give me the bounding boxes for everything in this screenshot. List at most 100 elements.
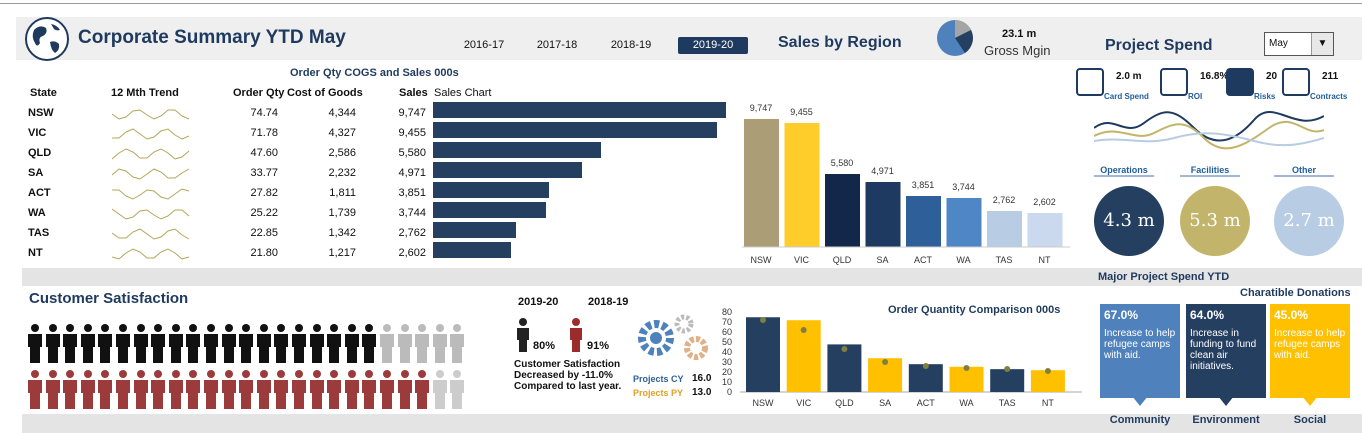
col-sales-chart: Sales Chart bbox=[434, 87, 492, 99]
year-tab-2019-20[interactable]: 2019-20 bbox=[678, 37, 748, 54]
spend-circle: 2.7 m bbox=[1274, 186, 1344, 256]
row-sales: 9,747 bbox=[398, 107, 426, 119]
row-order-qty: 71.78 bbox=[250, 127, 278, 139]
x-tick-label: WA bbox=[959, 398, 973, 408]
major-spend-title: Major Project Spend YTD bbox=[1098, 271, 1230, 283]
py-marker bbox=[963, 365, 970, 371]
project-spend-title: Project Spend bbox=[1105, 37, 1213, 54]
person-icon bbox=[151, 370, 166, 409]
row-cogs: 4,327 bbox=[328, 127, 356, 139]
donation-pct: 45.0% bbox=[1274, 308, 1309, 322]
x-tick-label: QLD bbox=[835, 398, 854, 408]
row-sales: 3,851 bbox=[398, 187, 426, 199]
person-icon bbox=[292, 324, 306, 363]
kpi-label: Card Spend bbox=[1104, 92, 1149, 101]
sales-bar bbox=[433, 122, 717, 138]
person-icon bbox=[450, 324, 465, 363]
bottom-divider bbox=[22, 414, 1362, 433]
x-tick-label: VIC bbox=[796, 398, 812, 408]
x-tick-label: ACT bbox=[917, 398, 936, 408]
row-sales: 2,602 bbox=[398, 247, 426, 259]
region-value: 2,602 bbox=[1033, 197, 1056, 207]
region-bar bbox=[946, 198, 982, 247]
sales-bar bbox=[433, 162, 582, 178]
row-cogs: 2,232 bbox=[328, 167, 356, 179]
gears-icon bbox=[638, 314, 708, 360]
person-icon bbox=[204, 324, 218, 363]
satisfaction-note: Customer Satisfaction Decreased by -11.0… bbox=[514, 359, 621, 392]
chevron-down-icon[interactable]: ▼ bbox=[1311, 33, 1333, 55]
person-icon bbox=[45, 370, 60, 409]
year-tab-2017-18[interactable]: 2017-18 bbox=[536, 39, 578, 51]
person-icon bbox=[327, 370, 342, 409]
year-tab-2016-17[interactable]: 2016-17 bbox=[463, 39, 505, 51]
card-pointer bbox=[1218, 396, 1234, 406]
gross-margin-label: Gross Mgin bbox=[984, 43, 1051, 58]
person-icon bbox=[292, 370, 306, 409]
row-state: WA bbox=[28, 207, 46, 219]
person-icon bbox=[28, 324, 42, 363]
sales-bar bbox=[433, 202, 546, 218]
region-bar bbox=[825, 174, 860, 247]
year-tab-2018-19[interactable]: 2018-19 bbox=[610, 39, 652, 51]
region-bar bbox=[784, 123, 820, 247]
py-pct: 91% bbox=[587, 340, 610, 352]
y-tick-label: 70 bbox=[722, 317, 732, 327]
region-label: ACT bbox=[914, 255, 933, 265]
person-icon bbox=[45, 324, 60, 363]
donation-label: Social bbox=[1293, 414, 1327, 426]
region-label: WA bbox=[956, 255, 970, 265]
row-sales: 2,762 bbox=[398, 227, 426, 239]
row-state: QLD bbox=[28, 147, 52, 159]
person-icon bbox=[151, 324, 166, 363]
region-value: 5,580 bbox=[831, 158, 854, 168]
py-marker bbox=[922, 363, 929, 369]
row-cogs: 1,811 bbox=[329, 187, 356, 199]
person-icon bbox=[186, 324, 201, 363]
region-value: 2,762 bbox=[993, 195, 1016, 205]
person-icon bbox=[28, 370, 42, 409]
row-cogs: 1,342 bbox=[328, 227, 356, 239]
region-value: 9,747 bbox=[750, 103, 773, 113]
person-icon bbox=[415, 370, 430, 409]
globe-icon bbox=[25, 17, 69, 61]
region-label: VIC bbox=[794, 255, 810, 265]
donation-text: Increase in funding to fund clean air in… bbox=[1190, 328, 1257, 372]
month-select-value: May bbox=[1269, 38, 1288, 49]
col-cogs: Cost of Goods bbox=[287, 87, 363, 99]
py-marker bbox=[1044, 368, 1051, 374]
region-value: 4,971 bbox=[871, 166, 894, 176]
person-icon bbox=[274, 324, 289, 363]
sales-bar bbox=[433, 102, 726, 118]
trend-sparkline bbox=[112, 109, 190, 120]
y-tick-label: 20 bbox=[722, 367, 732, 377]
row-state: TAS bbox=[28, 227, 50, 239]
person-icon bbox=[362, 324, 377, 363]
row-state: ACT bbox=[28, 187, 51, 199]
x-tick-label: SA bbox=[879, 398, 891, 408]
spend-circle-label: Other bbox=[1274, 165, 1334, 177]
note-line-3: Compared to last year. bbox=[514, 381, 622, 392]
sales-bar bbox=[433, 182, 549, 198]
sales-bar bbox=[433, 142, 601, 158]
row-sales: 3,744 bbox=[398, 207, 426, 219]
trend-sparkline bbox=[112, 148, 190, 160]
row-order-qty: 21.80 bbox=[250, 247, 278, 259]
py-marker bbox=[760, 317, 766, 323]
row-order-qty: 22.85 bbox=[250, 227, 278, 239]
projects-cy-value: 16.0 bbox=[692, 373, 712, 384]
trend-sparkline bbox=[112, 228, 190, 240]
y-tick-label: 60 bbox=[722, 327, 732, 337]
month-select[interactable]: May ▼ bbox=[1264, 32, 1334, 56]
person-icon bbox=[63, 324, 78, 363]
trend-sparkline bbox=[112, 168, 190, 180]
cy-year: 2019-20 bbox=[518, 296, 559, 308]
row-sales: 4,971 bbox=[398, 167, 426, 179]
contracts-icon bbox=[1282, 68, 1310, 96]
col-state: State bbox=[30, 87, 57, 99]
person-icon bbox=[380, 370, 394, 409]
row-order-qty: 33.77 bbox=[250, 167, 278, 179]
person-icon bbox=[327, 324, 342, 363]
person-icon bbox=[239, 370, 254, 409]
person-icon bbox=[133, 370, 148, 409]
